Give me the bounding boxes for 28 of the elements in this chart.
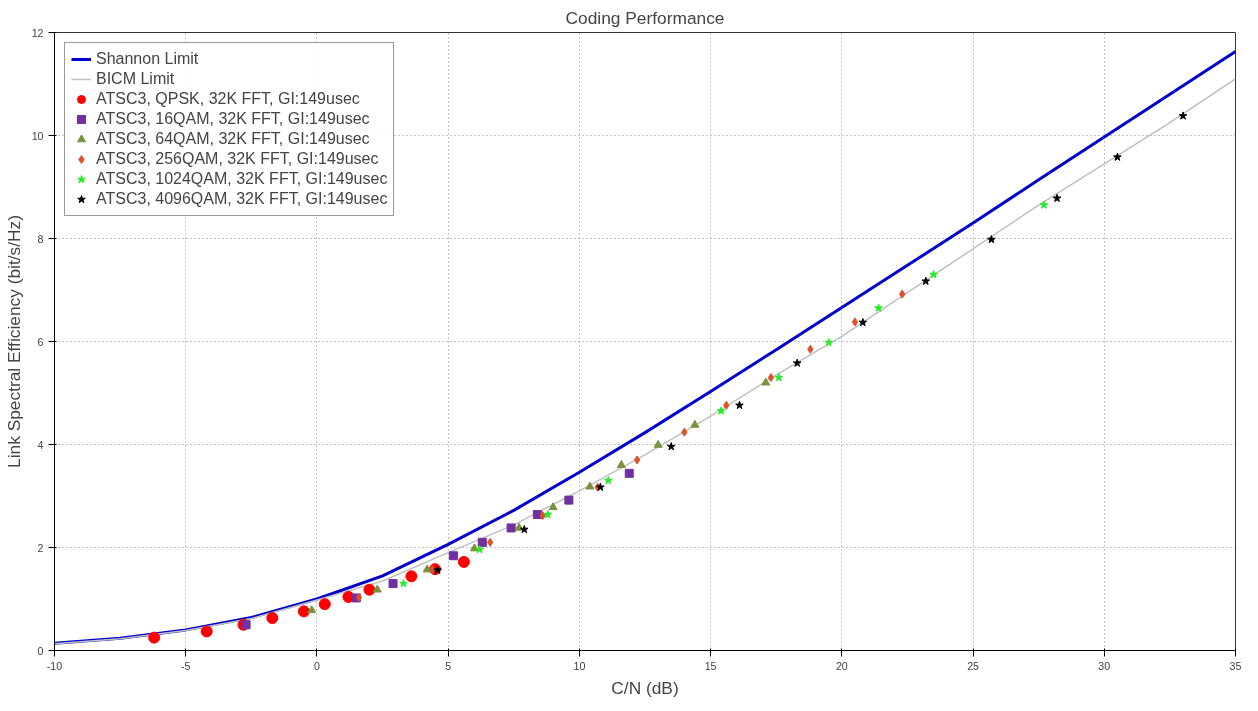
x-tick-label: 0	[313, 659, 320, 672]
x-tick-label: 20	[835, 659, 848, 672]
y-tick-label: 4	[37, 438, 44, 451]
x-tick-label: 25	[967, 659, 980, 672]
legend-label: ATSC3, 64QAM, 32K FFT, GI:149usec	[96, 130, 370, 148]
x-tick-label: 30	[1098, 659, 1111, 672]
legend-label: ATSC3, 4096QAM, 32K FFT, GI:149usec	[96, 190, 388, 208]
y-tick-label: 12	[31, 26, 44, 39]
y-tick-label: 0	[37, 644, 44, 657]
legend-label: ATSC3, 16QAM, 32K FFT, GI:149usec	[96, 110, 370, 128]
x-tick-label: -5	[180, 659, 191, 672]
legend-label: BICM Limit	[96, 70, 175, 88]
legend-label: ATSC3, QPSK, 32K FFT, GI:149usec	[96, 90, 360, 108]
legend-label: ATSC3, 256QAM, 32K FFT, GI:149usec	[96, 150, 379, 168]
legend-label: ATSC3, 1024QAM, 32K FFT, GI:149usec	[96, 170, 388, 188]
x-axis-title: C/N (dB)	[611, 677, 679, 698]
chart-title: Coding Performance	[565, 7, 725, 28]
y-axis-title: Link Spectral Efficiency (bit/s/Hz)	[3, 215, 24, 468]
x-tick-label: 15	[704, 659, 717, 672]
y-tick-label: 2	[37, 541, 44, 554]
y-tick-label: 10	[31, 129, 44, 142]
x-tick-label: -10	[46, 659, 63, 672]
y-tick-label: 6	[37, 335, 44, 348]
x-tick-label: 5	[445, 659, 452, 672]
legend-label: Shannon Limit	[96, 50, 199, 68]
y-tick-label: 8	[37, 232, 44, 245]
x-tick-label: 35	[1229, 659, 1242, 672]
x-tick-label: 10	[573, 659, 586, 672]
